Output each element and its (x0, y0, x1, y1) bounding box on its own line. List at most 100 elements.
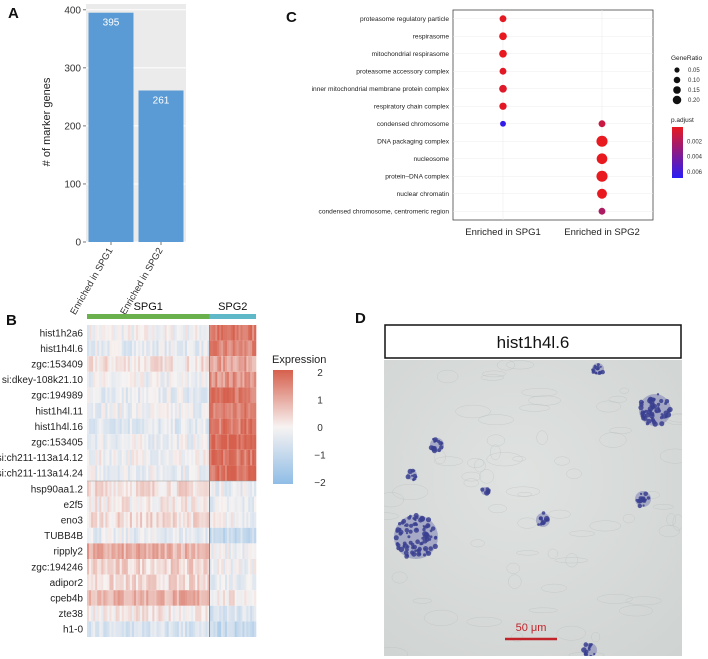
panel-b-heatmap-cell (111, 512, 114, 528)
panel-b-heatmap-cell (131, 512, 135, 528)
panel-d-stain-dot (402, 544, 405, 548)
panel-b-heatmap-cell (121, 356, 125, 372)
panel-b-heatmap-cell (89, 527, 92, 544)
panel-b-heatmap-cell (107, 403, 110, 419)
panel-b-heatmap-cell (197, 590, 200, 606)
panel-b-heatmap-cell (221, 543, 224, 559)
panel-b-heatmap-cell (166, 418, 169, 435)
panel-d-tissue-fiber (482, 370, 506, 378)
panel-b-heatmap-cell (191, 465, 194, 481)
panel-b-heatmap-cell (156, 449, 159, 466)
panel-b-heatmap-cell (138, 403, 141, 419)
panel-b-heatmap-cell (236, 527, 239, 544)
panel-d-stain-dot (537, 523, 540, 526)
panel-b-heatmap-cell (142, 465, 145, 481)
panel-b-heatmap-cell (158, 559, 161, 575)
panel-b-heatmap-cell (201, 356, 204, 372)
panel-b-heatmap-cell (162, 434, 165, 450)
panel-b-heatmap-cell (197, 512, 200, 528)
panel-b-heatmap-cell (217, 418, 220, 435)
panel-b-heatmap-cell (101, 605, 104, 622)
panel-b-heatmap-cell (178, 590, 182, 606)
panel-b-heatmap-cell (172, 621, 176, 637)
panel-b-heatmap-cell (187, 325, 190, 341)
panel-b-heatmap-cell (203, 449, 206, 466)
panel-b-heatmap-cell (93, 465, 96, 481)
panel-b-heatmap-cell (219, 449, 222, 466)
panel-b-heatmap-cell (182, 325, 186, 341)
panel-b-heatmap-cell (213, 605, 216, 622)
panel-b-heatmap-cell (150, 605, 153, 622)
panel-b-heatmap-cell (238, 356, 241, 372)
panel-c-dot (499, 102, 507, 110)
panel-b-heatmap-cell (138, 356, 141, 372)
panel-b-heatmap-cell (236, 590, 239, 606)
panel-d-stain-dot (393, 535, 399, 541)
panel-b-heatmap-cell (178, 325, 182, 341)
panel-d-stain-dot (656, 402, 661, 407)
panel-b-heatmap-cell (236, 574, 239, 591)
panel-b-heatmap-cell (129, 621, 133, 637)
panel-d-stain-dot (639, 492, 643, 496)
panel-d-stain-dot (638, 496, 643, 500)
panel-b-heatmap-cell (89, 371, 92, 388)
panel-b-heatmap-cell (205, 574, 208, 591)
panel-b-heatmap-cell (250, 574, 253, 591)
panel-b-heatmap-cell (154, 543, 157, 559)
panel-b-heatmap-cell (125, 527, 129, 544)
panel-b-row-label: hist1h4l.6 (40, 344, 83, 355)
panel-c-size-key-label: 0.20 (688, 98, 700, 104)
panel-b-heatmap-cell (131, 621, 135, 637)
panel-b-heatmap-cell (185, 465, 188, 481)
panel-b-heatmap-cell (105, 559, 108, 575)
panel-b-heatmap-cell (232, 621, 235, 637)
panel-b-heatmap-cell (205, 325, 208, 341)
panel-b-row-label: ripply2 (54, 547, 84, 558)
panel-b-heatmap-cell (162, 574, 165, 591)
panel-b-heatmap-cell (236, 621, 239, 637)
panel-b-heatmap-cell (105, 605, 108, 622)
panel-d-tissue-fiber (666, 513, 677, 526)
panel-b-heatmap-cell (109, 559, 112, 575)
panel-b-heatmap-cell (160, 527, 163, 544)
panel-b-heatmap-cell (193, 527, 196, 544)
panel-b-heatmap-cell (111, 371, 114, 388)
panel-b-heatmap-cell (226, 543, 230, 559)
panel-b-heatmap-cell (109, 590, 112, 606)
panel-b-heatmap-cell (201, 434, 204, 450)
panel-b-heatmap-cell (213, 527, 216, 544)
panel-b-heatmap-cell (232, 387, 235, 403)
panel-b-heatmap-cell (219, 527, 222, 544)
panel-d-stain-dot (405, 547, 409, 552)
panel-c-dot (596, 170, 608, 182)
panel-b-heatmap-cell (133, 325, 137, 341)
panel-b-heatmap-cell (240, 512, 243, 528)
panel-b-heatmap-cell (125, 512, 129, 528)
panel-b-heatmap-cell (211, 621, 214, 637)
panel-c-y-label: inner mitochondrial membrane protein com… (312, 86, 450, 93)
panel-b-heatmap-cell (176, 512, 180, 528)
panel-b-heatmap-cell (213, 512, 216, 528)
panel-b-heatmap-cell (152, 543, 155, 559)
panel-b-heatmap-cell (154, 590, 157, 606)
panel-b-heatmap-cell (240, 465, 243, 481)
panel-b-heatmap-cell (136, 465, 139, 481)
panel-b-row-label: zgc:194989 (31, 391, 83, 402)
panel-b-heatmap-cell (178, 512, 182, 528)
panel-b-heatmap-cell (109, 387, 112, 403)
panel-b-heatmap-cell (148, 325, 151, 341)
panel-b-heatmap-cell (87, 574, 90, 591)
panel-b-heatmap-cell (127, 543, 131, 559)
panel-b-heatmap-cell (252, 449, 255, 466)
panel-b-heatmap-cell (219, 371, 222, 388)
panel-b-heatmap-cell (236, 434, 239, 450)
panel-b-heatmap-cell (254, 574, 257, 591)
panel-b-heatmap-cell (113, 449, 116, 466)
panel-b-heatmap-cell (172, 574, 176, 591)
panel-b-heatmap-cell (101, 543, 104, 559)
panel-b-heatmap-cell (164, 403, 167, 419)
panel-c-size-key-dot (674, 67, 680, 73)
panel-b-heatmap-cell (189, 590, 192, 606)
panel-b-heatmap-cell (89, 496, 92, 513)
